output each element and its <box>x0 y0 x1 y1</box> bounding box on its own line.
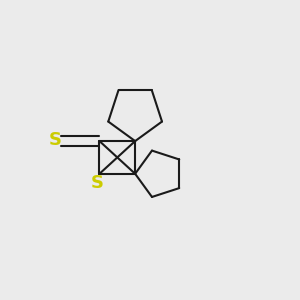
Text: S: S <box>91 174 103 192</box>
Text: S: S <box>49 131 62 149</box>
